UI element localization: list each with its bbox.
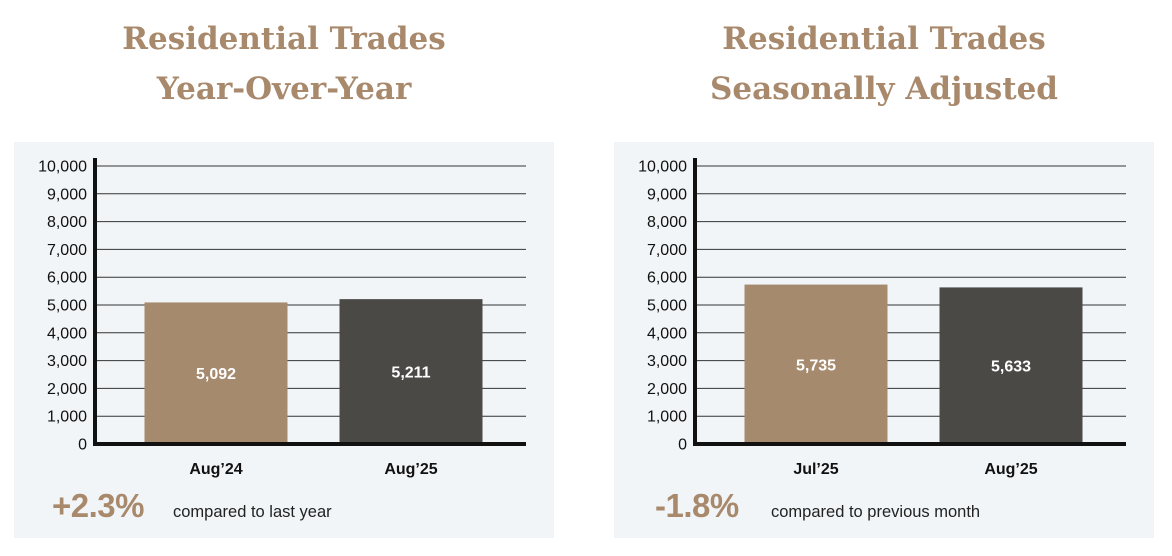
right-y-tick-label: 6,000 (647, 270, 687, 287)
right-y-tick-label: 2,000 (647, 381, 687, 398)
left-y-tick-label: 9,000 (47, 186, 87, 203)
left-bar-chart: 0 1,000 2,000 3,000 4,000 5,000 6,000 7,000 8,00… (38, 158, 526, 478)
left-x-tick-label: Aug’25 (384, 461, 437, 478)
left-title-line2: Year-Over-Year (156, 71, 412, 107)
right-y-tick-label: 0 (678, 437, 687, 454)
right-bar-value-label: 5,735 (796, 357, 836, 374)
right-bar-2 (939, 287, 1083, 444)
left-change-value: +2.3% (52, 487, 145, 524)
left-y-tick-label: 0 (78, 437, 87, 454)
right-title-line1: Residential Trades (722, 21, 1046, 57)
right-y-tick-label: 5,000 (647, 298, 687, 315)
right-chart-panel: 0 1,000 2,000 3,000 4,000 5,000 6,000 7,000 8,00… (614, 142, 1154, 538)
right-y-tick-label: 4,000 (647, 325, 687, 342)
left-y-tick-label: 7,000 (47, 242, 87, 259)
left-y-tick-label: 1,000 (47, 409, 87, 426)
left-y-tick-label: 10,000 (38, 159, 87, 176)
right-y-tick-label: 8,000 (647, 214, 687, 231)
right-x-tick-label: Jul’25 (793, 461, 838, 478)
left-bar-1 (144, 302, 288, 444)
right-chart-title: Residential Trades Seasonally Adjusted (614, 14, 1154, 114)
left-bar-2 (339, 299, 483, 444)
right-y-tick-label: 10,000 (638, 159, 687, 176)
right-bar-chart: 0 1,000 2,000 3,000 4,000 5,000 6,000 7,000 8,00… (638, 158, 1126, 478)
left-chart-panel: 0 1,000 2,000 3,000 4,000 5,000 6,000 7,000 8,00… (14, 142, 554, 538)
left-chart-title: Residential Trades Year-Over-Year (14, 14, 554, 114)
left-y-tick-label: 3,000 (47, 353, 87, 370)
right-y-tick-label: 9,000 (647, 186, 687, 203)
right-y-tick-label: 3,000 (647, 353, 687, 370)
left-y-tick-label: 4,000 (47, 325, 87, 342)
left-y-tick-label: 8,000 (47, 214, 87, 231)
left-bar-value-label: 5,092 (196, 366, 236, 383)
left-change-caption: compared to last year (173, 503, 332, 521)
left-y-tick-label: 5,000 (47, 298, 87, 315)
right-y-tick-label: 1,000 (647, 409, 687, 426)
right-y-tick-label: 7,000 (647, 242, 687, 259)
left-x-tick-label: Aug’24 (189, 461, 242, 478)
left-title-line1: Residential Trades (122, 21, 446, 57)
left-bar-value-label: 5,211 (391, 365, 430, 382)
left-y-tick-label: 2,000 (47, 381, 87, 398)
left-y-tick-label: 6,000 (47, 270, 87, 287)
right-change-caption: compared to previous month (771, 503, 981, 521)
right-bar-1 (744, 284, 888, 444)
right-x-tick-label: Aug’25 (984, 461, 1037, 478)
right-bar-value-label: 5,633 (991, 359, 1031, 376)
right-title-line2: Seasonally Adjusted (710, 71, 1058, 107)
right-change-value: -1.8% (655, 487, 739, 524)
